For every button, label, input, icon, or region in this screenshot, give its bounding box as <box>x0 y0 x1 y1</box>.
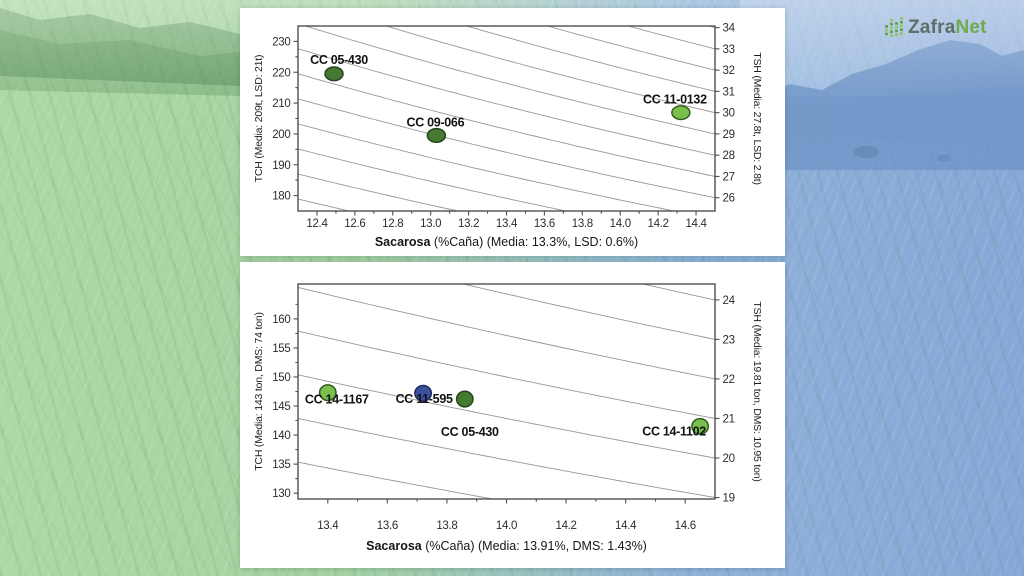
y-axis-label-left: TCH (Media: 143 ton, DMS: 74 ton) <box>253 312 265 471</box>
svg-text:190: 190 <box>272 160 290 172</box>
data-point-cc-14-1102 <box>691 417 710 435</box>
bar-column-4 <box>900 17 903 35</box>
svg-text:14.2: 14.2 <box>555 520 576 532</box>
logo-text-zafra: Zafra <box>908 17 956 38</box>
svg-text:13.8: 13.8 <box>572 218 593 230</box>
svg-text:12.6: 12.6 <box>344 218 365 230</box>
svg-text:140: 140 <box>272 430 290 442</box>
point-label-cc-14-1102: CC 14-1102 <box>642 424 706 438</box>
svg-text:31: 31 <box>723 86 735 98</box>
chart-panel-top: 12.4 12.6 12.8 13.0 13.2 13.4 13.6 13.8 14.0 14.2… <box>240 8 785 256</box>
svg-text:155: 155 <box>272 343 290 355</box>
svg-text:13.6: 13.6 <box>534 218 555 230</box>
svg-text:14.0: 14.0 <box>496 520 517 532</box>
svg-text:13.4: 13.4 <box>496 218 518 230</box>
cane-treeline <box>0 8 240 86</box>
point-label-cc-05-430: CC 05-430 <box>310 53 368 67</box>
svg-text:26: 26 <box>723 193 735 205</box>
svg-text:135: 135 <box>272 459 290 471</box>
scatter-chart-tch-vs-sacarosa-lsd: 12.4 12.6 12.8 13.0 13.2 13.4 13.6 13.8 14.0 14.2… <box>253 23 763 249</box>
svg-text:13.0: 13.0 <box>420 218 441 230</box>
svg-text:23: 23 <box>723 334 735 346</box>
svg-text:28: 28 <box>723 150 735 162</box>
svg-text:14.2: 14.2 <box>648 218 669 230</box>
svg-text:21: 21 <box>723 413 735 425</box>
svg-text:200: 200 <box>272 129 290 141</box>
svg-text:33: 33 <box>723 44 735 56</box>
point-label-cc-09-066: CC 09-066 <box>406 115 464 129</box>
axis-ticks: 13.4 13.6 13.8 14.0 14.2 14.4 14.6 130 135 140 145… <box>272 295 736 532</box>
svg-text:14.0: 14.0 <box>610 218 631 230</box>
svg-text:210: 210 <box>272 98 290 110</box>
point-label-cc-05-430: CC 05-430 <box>441 425 499 439</box>
svg-text:13.8: 13.8 <box>436 520 457 532</box>
point-label-cc-11-595: CC 11-595 <box>396 392 453 406</box>
point-label-cc-14-1167: CC 14-1167 <box>305 393 369 407</box>
svg-text:180: 180 <box>272 191 290 203</box>
data-point-cc-11-0132 <box>671 105 691 121</box>
svg-text:19: 19 <box>723 493 735 505</box>
logo-text-net: Net <box>955 17 987 38</box>
data-point-cc-05-430 <box>455 390 474 408</box>
svg-text:30: 30 <box>723 108 735 120</box>
zafranet-bars-icon <box>885 17 903 37</box>
svg-text:22: 22 <box>723 374 735 386</box>
y-axis-label-left: TCH (Media: 209t, LSD: 21t) <box>253 55 265 183</box>
svg-text:130: 130 <box>272 488 290 500</box>
svg-text:12.8: 12.8 <box>382 218 403 230</box>
bar-column-3 <box>895 22 898 37</box>
data-point-cc-14-1167 <box>318 384 337 402</box>
axis-ticks: 12.4 12.6 12.8 13.0 13.2 13.4 13.6 13.8 14.0 14.2… <box>272 23 736 230</box>
x-axis-label: Sacarosa (%Caña) (Media: 13.3%, LSD: 0.6… <box>375 235 638 249</box>
svg-text:13.4: 13.4 <box>317 520 339 532</box>
svg-text:145: 145 <box>272 401 290 413</box>
plot-border <box>297 283 716 500</box>
svg-text:14.4: 14.4 <box>685 218 707 230</box>
svg-text:230: 230 <box>272 36 290 48</box>
svg-text:34: 34 <box>723 23 736 35</box>
svg-text:12.4: 12.4 <box>306 218 328 230</box>
data-point-cc-11-595 <box>414 384 433 402</box>
svg-text:14.4: 14.4 <box>615 520 637 532</box>
svg-text:220: 220 <box>272 67 290 79</box>
bar-column-2 <box>890 19 893 37</box>
zafranet-logo: ZafraNet <box>884 16 987 40</box>
isoline-grid <box>298 284 715 499</box>
svg-text:20: 20 <box>723 453 735 465</box>
bush <box>853 146 879 158</box>
mountains <box>752 40 1024 170</box>
scatter-chart-tch-vs-sacarosa-dms: 13.4 13.6 13.8 14.0 14.2 14.4 14.6 130 135 140 145… <box>253 283 763 553</box>
point-label-cc-11-0132: CC 11-0132 <box>643 93 707 107</box>
isoline-grid <box>298 26 715 211</box>
svg-text:27: 27 <box>723 171 735 183</box>
bar-column-1 <box>885 25 888 36</box>
chart-panel-bottom: 13.4 13.6 13.8 14.0 14.2 14.4 14.6 130 135 140 145… <box>240 262 785 568</box>
y-axis-label-right: TSH (Media: 27.8t, LSD: 2.8t) <box>751 52 763 185</box>
x-axis-label: Sacarosa (%Caña) (Media: 13.91%, DMS: 1.… <box>366 539 647 553</box>
data-point-cc-05-430 <box>324 66 344 82</box>
svg-text:150: 150 <box>272 372 290 384</box>
svg-text:14.6: 14.6 <box>675 520 696 532</box>
svg-text:13.2: 13.2 <box>458 218 479 230</box>
svg-text:160: 160 <box>272 314 290 326</box>
svg-text:32: 32 <box>723 65 735 77</box>
bush-small <box>937 154 951 162</box>
cane-treeline-far <box>0 30 240 96</box>
data-point-cc-09-066 <box>426 127 447 144</box>
svg-text:29: 29 <box>723 129 735 141</box>
svg-text:13.6: 13.6 <box>377 520 398 532</box>
svg-text:24: 24 <box>723 295 736 307</box>
y-axis-label-right: TSH (Media: 19.81 ton, DMS: 10.95 ton) <box>751 301 763 481</box>
